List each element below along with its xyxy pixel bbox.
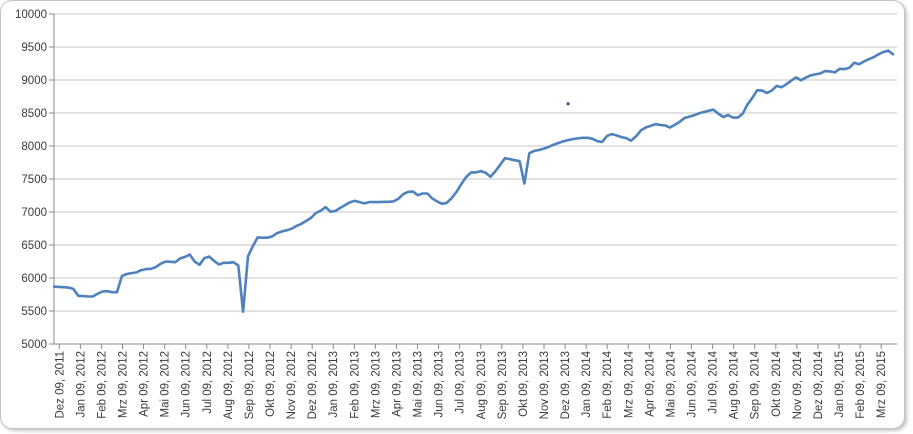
x-axis-labels: Dez 09, 2011 Jan 09, 2012 Feb 09, 2012 Mrz … — [54, 350, 888, 419]
x-axis-label: Feb 09, 2014 — [602, 350, 614, 418]
x-axis-label: Jun 09, 2014 — [687, 350, 699, 417]
x-axis-label: Aug 09, 2012 — [223, 351, 235, 419]
x-axis-label: Aug 09, 2014 — [729, 350, 741, 419]
y-axis-label: 7500 — [21, 174, 47, 186]
series-line[interactable] — [52, 49, 895, 313]
x-axis-label: Feb 09, 2015 — [855, 351, 867, 419]
x-axis-label: Mrz 09, 2015 — [876, 351, 888, 418]
x-axis-label: Jun 09, 2013 — [434, 351, 446, 418]
x-axis-label: Jan 09, 2012 — [75, 351, 87, 418]
y-axis-label: 5500 — [21, 306, 47, 318]
y-axis-label: 6000 — [21, 273, 47, 285]
chart-frame[interactable]: 10000 9500 9000 8500 8000 7500 7000 6500 6000 550… — [0, 0, 905, 429]
series-group[interactable] — [52, 49, 895, 313]
x-axis-label: Dez 09, 2014 — [813, 350, 825, 419]
y-axis-label: 7000 — [21, 207, 47, 219]
x-axis-label: Jan 09, 2015 — [834, 351, 846, 418]
x-axis-label: Dez 09, 2012 — [307, 351, 319, 419]
x-axis-label: Jan 09, 2014 — [581, 350, 593, 417]
x-axis-label: Mrz 09, 2012 — [117, 351, 129, 418]
gridlines — [54, 13, 897, 312]
x-axis-label: Mai 09, 2013 — [413, 351, 425, 418]
x-axis-label: Sep 09, 2012 — [244, 351, 256, 419]
x-axis-label: Feb 09, 2012 — [96, 351, 108, 419]
x-axis-label: Mrz 09, 2013 — [370, 351, 382, 418]
x-axis-label: Mrz 09, 2014 — [623, 350, 635, 418]
x-axis-label: Jan 09, 2013 — [328, 351, 340, 418]
x-axis-label: Aug 09, 2013 — [476, 351, 488, 419]
x-axis-label: Okt 09, 2012 — [265, 351, 277, 417]
y-axis-label: 9500 — [21, 42, 47, 54]
x-axis-label: Okt 09, 2013 — [518, 351, 530, 417]
x-axis-label: Dez 09, 2013 — [560, 351, 572, 419]
x-axis-label: Nov 09, 2012 — [286, 351, 298, 419]
x-axis-label: Nov 09, 2014 — [792, 350, 804, 419]
x-axis-label: Nov 09, 2013 — [539, 351, 551, 419]
x-axis-label: Mai 09, 2012 — [160, 351, 172, 418]
y-axis-labels: 10000 9500 9000 8500 8000 7500 7000 6500 6000 550… — [15, 9, 47, 351]
x-axis-label: Okt 09, 2014 — [771, 350, 783, 416]
x-axis-label: Sep 09, 2013 — [497, 351, 509, 419]
stray-dot — [566, 102, 570, 106]
x-axis-label: Jun 09, 2012 — [181, 351, 193, 418]
x-axis-label: Sep 09, 2014 — [750, 350, 762, 419]
x-axis-label: Apr 09, 2012 — [139, 351, 151, 417]
y-axis-label: 6500 — [21, 240, 47, 252]
x-axis-label: Apr 09, 2013 — [391, 351, 403, 417]
x-axis-label: Jul 09, 2012 — [202, 351, 214, 414]
axes — [49, 13, 897, 349]
y-axis-label: 5000 — [21, 339, 47, 351]
y-axis-label: 10000 — [15, 9, 47, 21]
y-axis-label: 8500 — [21, 108, 47, 120]
x-axis-label: Jul 09, 2014 — [708, 350, 720, 413]
x-axis-label: Apr 09, 2014 — [644, 350, 656, 416]
y-axis-label: 9000 — [21, 75, 47, 87]
x-axis-label: Feb 09, 2013 — [349, 351, 361, 419]
x-axis-label: Dez 09, 2011 — [54, 351, 66, 419]
x-axis-label: Jul 09, 2013 — [455, 351, 467, 414]
y-axis-label: 8000 — [21, 141, 47, 153]
x-axis-label: Mai 09, 2014 — [665, 350, 677, 417]
